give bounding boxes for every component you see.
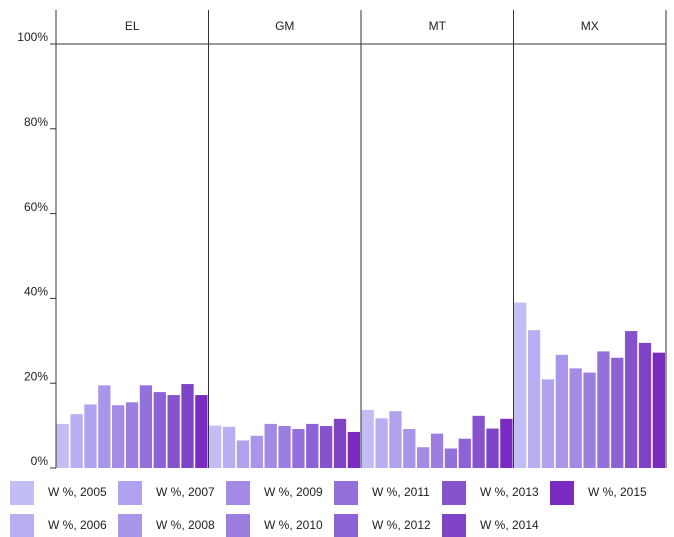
bar: [652, 352, 665, 468]
bar: [306, 423, 319, 468]
y-tick-label: 0%: [31, 454, 49, 468]
legend-swatch: [442, 514, 466, 537]
bar: [167, 395, 180, 468]
legend-swatch: [226, 481, 250, 505]
y-tick-label: 100%: [17, 30, 48, 44]
legend-swatch: [334, 514, 358, 537]
bar: [541, 379, 555, 468]
bar: [139, 385, 153, 468]
y-tick-label: 40%: [24, 285, 48, 299]
legend-label: W %, 2012: [372, 518, 431, 532]
legend-label: W %, 2013: [480, 485, 539, 499]
legend-swatch: [442, 481, 466, 505]
legend-label: W %, 2010: [264, 518, 323, 532]
bar: [222, 426, 236, 468]
bar: [361, 409, 374, 468]
legend-swatch: [10, 514, 34, 537]
bar: [264, 423, 277, 468]
bar: [209, 425, 222, 468]
bar: [555, 354, 568, 468]
panel-label: GM: [275, 19, 294, 33]
y-tick-label: 80%: [24, 115, 48, 129]
bar: [500, 418, 513, 468]
bar: [375, 418, 388, 468]
bar: [597, 351, 610, 468]
bar: [472, 415, 485, 468]
legend-swatch: [226, 514, 250, 537]
bar: [84, 404, 97, 468]
bar: [527, 330, 541, 468]
legend-swatch: [550, 481, 574, 505]
legend-label: W %, 2008: [156, 518, 215, 532]
bar: [112, 405, 125, 468]
legend-label: W %, 2005: [48, 485, 107, 499]
legend-swatch: [10, 481, 34, 505]
bar: [444, 448, 458, 468]
panel-label: MX: [581, 19, 599, 33]
bar: [181, 384, 194, 468]
panel-label: MT: [429, 19, 447, 33]
bar: [638, 342, 652, 468]
bar: [70, 414, 83, 468]
y-tick-label: 60%: [24, 200, 48, 214]
bar: [236, 440, 250, 468]
bar: [292, 428, 305, 468]
bar: [486, 428, 499, 468]
bar: [250, 435, 263, 468]
legend-label: W %, 2006: [48, 518, 107, 532]
legend-label: W %, 2009: [264, 485, 323, 499]
bar: [278, 426, 291, 468]
legend-swatch: [334, 481, 358, 505]
bar: [56, 423, 69, 468]
bar: [403, 428, 416, 468]
bar: [389, 411, 402, 468]
bar: [333, 418, 347, 468]
bar: [125, 402, 139, 468]
bar: [417, 447, 430, 468]
bar: [320, 426, 333, 468]
bar: [153, 392, 166, 468]
bar: [430, 433, 444, 468]
legend-label: W %, 2015: [588, 485, 647, 499]
legend-label: W %, 2011: [372, 485, 430, 499]
legend-swatch: [118, 481, 142, 505]
legend-label: W %, 2007: [156, 485, 215, 499]
legend-swatch: [118, 514, 142, 537]
panel-label: EL: [125, 19, 140, 33]
bar: [98, 385, 111, 468]
bar: [347, 431, 360, 468]
bar: [611, 357, 624, 468]
bar: [458, 438, 471, 468]
y-tick-label: 20%: [24, 369, 48, 383]
bar: [569, 368, 582, 468]
bar: [625, 331, 638, 468]
bar: [195, 395, 208, 468]
legend-label: W %, 2014: [480, 518, 539, 532]
bar: [514, 302, 527, 468]
bar: [583, 372, 596, 468]
